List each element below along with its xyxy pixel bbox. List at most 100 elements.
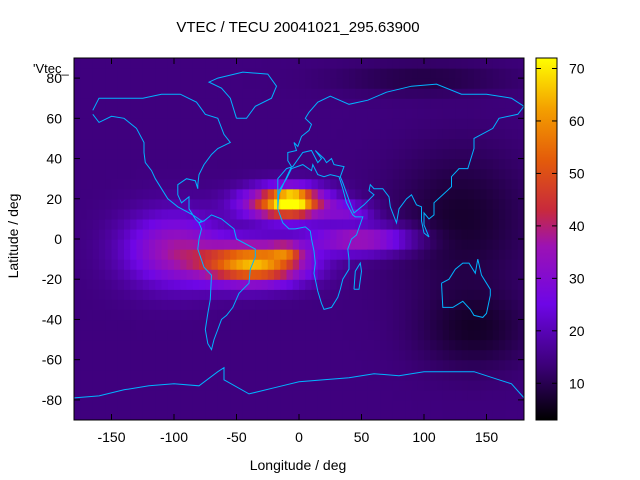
heatmap-cell — [199, 128, 206, 140]
heatmap-cell — [280, 269, 288, 280]
heatmap-cell — [330, 58, 338, 69]
heatmap-cell — [486, 198, 494, 210]
heatmap-cell — [217, 239, 225, 250]
heatmap-cell — [255, 359, 263, 371]
heatmap-cell — [180, 228, 188, 240]
heatmap-cell — [392, 379, 400, 391]
heatmap-cell — [211, 399, 219, 411]
heatmap-cell — [92, 249, 100, 260]
heatmap-cell — [361, 299, 369, 310]
heatmap-cell — [292, 239, 300, 250]
heatmap-cell — [467, 369, 475, 381]
heatmap-cell — [511, 359, 519, 371]
heatmap-cell — [517, 68, 524, 79]
heatmap-cell — [111, 208, 119, 220]
heatmap-cell — [267, 249, 275, 260]
heatmap-cell — [467, 329, 475, 341]
heatmap-cell — [442, 218, 450, 230]
heatmap-cell — [380, 329, 388, 341]
heatmap-cell — [111, 239, 119, 250]
heatmap-cell — [280, 349, 288, 361]
heatmap-cell — [149, 249, 156, 260]
heatmap-cell — [467, 249, 475, 260]
heatmap-cell — [249, 319, 256, 331]
heatmap-cell — [192, 359, 200, 371]
heatmap-cell — [255, 108, 263, 119]
series-label: 'Vtec_ — [33, 61, 69, 76]
heatmap-cell — [411, 58, 419, 69]
heatmap-cell — [249, 339, 256, 351]
heatmap-cell — [230, 198, 238, 210]
heatmap-cell — [299, 249, 306, 260]
heatmap-cell — [424, 369, 431, 381]
heatmap-cell — [442, 198, 450, 210]
heatmap-cell — [442, 339, 450, 351]
heatmap-cell — [392, 228, 400, 240]
heatmap-cell — [380, 188, 388, 200]
heatmap-cell — [486, 399, 494, 411]
heatmap-cell — [305, 369, 313, 381]
heatmap-cell — [480, 148, 488, 160]
heatmap-cell — [349, 68, 356, 79]
heatmap-cell — [455, 178, 463, 190]
heatmap-cell — [430, 158, 438, 170]
heatmap-cell — [349, 359, 356, 371]
heatmap-cell — [317, 108, 325, 119]
heatmap-cell — [174, 309, 181, 321]
heatmap-cell — [405, 128, 413, 140]
heatmap-cell — [336, 239, 344, 250]
heatmap-cell — [342, 309, 350, 321]
heatmap-cell — [92, 68, 100, 79]
heatmap-cell — [492, 299, 500, 310]
heatmap-cell — [199, 309, 206, 321]
heatmap-cell — [142, 359, 150, 371]
heatmap-cell — [99, 329, 106, 341]
heatmap-cell — [342, 339, 350, 351]
heatmap-cell — [205, 88, 213, 99]
heatmap-cell — [424, 289, 431, 300]
heatmap-cell — [461, 289, 469, 300]
heatmap-cell — [80, 309, 88, 321]
heatmap-cell — [255, 369, 263, 381]
heatmap-cell — [105, 369, 113, 381]
heatmap-cell — [86, 168, 94, 180]
heatmap-cell — [467, 359, 475, 371]
heatmap-cell — [342, 239, 350, 250]
heatmap-cell — [367, 158, 375, 170]
heatmap-cell — [430, 319, 438, 331]
heatmap-cell — [392, 198, 400, 210]
heatmap-cell — [236, 148, 244, 160]
heatmap-cell — [286, 269, 294, 280]
heatmap-cell — [286, 178, 294, 190]
heatmap-cell — [124, 118, 131, 129]
heatmap-cell — [217, 299, 225, 310]
heatmap-cell — [317, 399, 325, 411]
heatmap-cell — [411, 138, 419, 150]
heatmap-cell — [130, 409, 138, 420]
heatmap-cell — [486, 409, 494, 420]
heatmap-cell — [330, 148, 338, 160]
heatmap-cell — [417, 389, 425, 401]
heatmap-cell — [161, 58, 169, 69]
heatmap-cell — [86, 138, 94, 150]
heatmap-cell — [274, 249, 281, 260]
heatmap-cell — [486, 208, 494, 220]
heatmap-cell — [311, 98, 319, 109]
heatmap-cell — [355, 349, 363, 361]
heatmap-cell — [392, 158, 400, 170]
heatmap-cell — [161, 259, 169, 270]
heatmap-cell — [499, 88, 506, 99]
heatmap-cell — [474, 228, 481, 240]
heatmap-cell — [336, 78, 344, 89]
heatmap-cell — [505, 228, 513, 240]
heatmap-cell — [411, 218, 419, 230]
heatmap-cell — [449, 399, 456, 411]
heatmap-cell — [336, 409, 344, 420]
heatmap-cell — [236, 78, 244, 89]
heatmap-cell — [105, 399, 113, 411]
y-tick-label: -60 — [42, 352, 62, 368]
heatmap-cell — [392, 68, 400, 79]
heatmap-cell — [261, 309, 269, 321]
heatmap-cell — [386, 108, 394, 119]
heatmap-cell — [274, 148, 281, 160]
